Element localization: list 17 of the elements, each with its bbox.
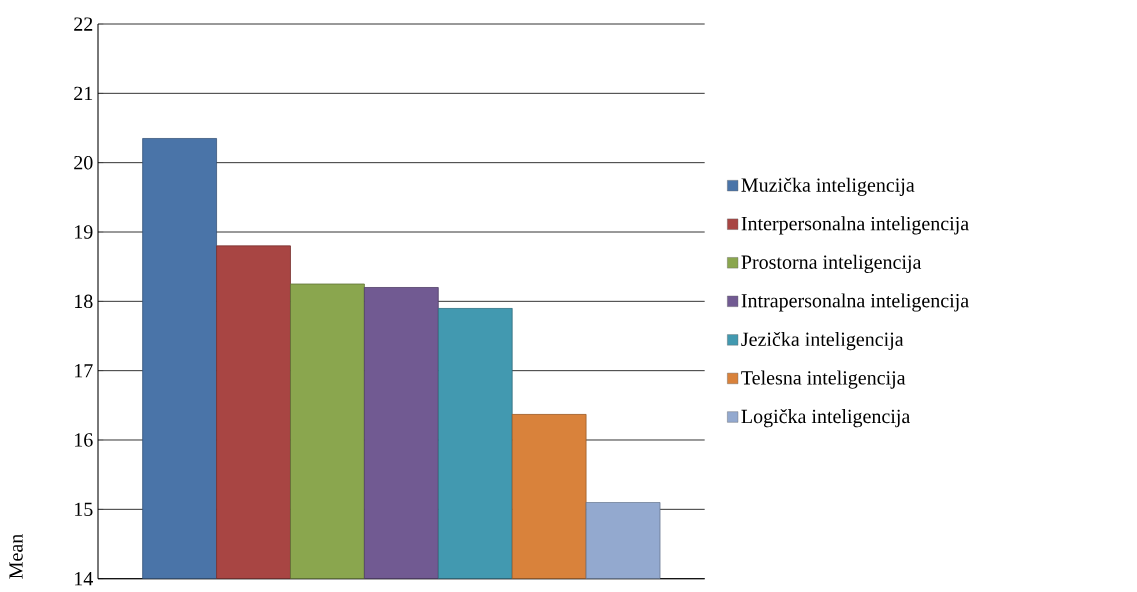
y-tick-label: 17 (75, 364, 93, 378)
legend-label: Telesna inteligencija (741, 370, 906, 389)
legend-label: Prostorna inteligencija (741, 254, 922, 274)
y-axis-title: Mean (9, 534, 23, 579)
y-tick-label: 16 (75, 433, 93, 447)
y-tick-label: 21 (74, 86, 93, 100)
y-tick-label: 15 (75, 502, 93, 517)
legend-label: Jezička inteligencija (741, 331, 904, 351)
y-tick-label: 19 (75, 225, 93, 239)
legend-label: Logička inteligencija (741, 409, 911, 428)
legend-label: Interpersonalna inteligencija (741, 216, 969, 235)
y-tick-label: 14 (75, 572, 93, 586)
legend-label: Muzička inteligencija (741, 177, 915, 196)
y-tick-label: 22 (74, 17, 93, 31)
y-tick-label: 18 (75, 294, 93, 309)
legend-label: Intrapersonalna inteligencija (741, 293, 969, 312)
y-tick-label: 20 (74, 155, 93, 170)
